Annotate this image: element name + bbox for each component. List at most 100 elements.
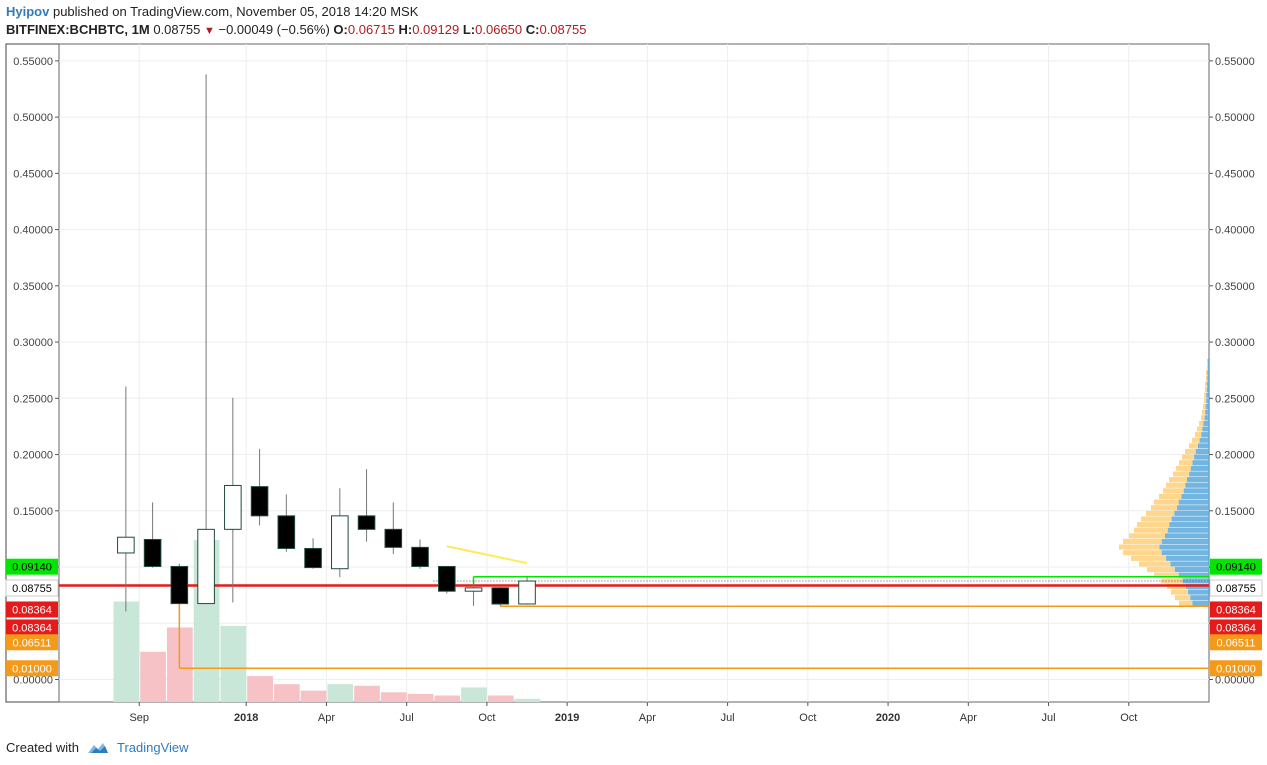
candle-body	[411, 546, 429, 567]
volume-profile-up	[1185, 448, 1196, 455]
publish-line: Hyipov published on TradingView.com, Nov…	[6, 4, 418, 19]
volume-profile-up	[1205, 381, 1207, 387]
volume-profile-down	[1167, 527, 1209, 533]
badge-text: 0.01000	[1216, 663, 1256, 675]
volume-profile-up	[1182, 454, 1195, 460]
high-label: H:	[398, 22, 413, 37]
volume-profile-up	[1171, 589, 1189, 595]
volume-profile-down	[1198, 443, 1209, 449]
open-label: O:	[333, 22, 348, 37]
y-tick-label-right: 0.25000	[1215, 393, 1255, 405]
volume-profile-down	[1159, 544, 1209, 550]
price-badge-left: 0.06511	[6, 634, 58, 651]
price-badge-right: 0.01000	[1210, 660, 1262, 677]
volume-profile-up	[1192, 437, 1200, 443]
y-tick-label-left: 0.00000	[13, 675, 53, 687]
volume-profile-down	[1181, 493, 1209, 500]
volume-profile-down	[1178, 572, 1209, 578]
candle-body	[143, 538, 162, 567]
trendline	[446, 545, 528, 565]
volume-bar	[461, 687, 487, 702]
volume-profile-down	[1190, 595, 1209, 601]
badge-bg	[1210, 634, 1262, 651]
y-tick-label-right: 0.45000	[1215, 168, 1255, 180]
badge-text: 0.08755	[1216, 583, 1256, 595]
volume-profile-down	[1195, 448, 1209, 455]
badge-bg	[6, 634, 58, 651]
volume-bar	[354, 685, 380, 702]
volume-profile-down	[1161, 538, 1209, 545]
candle-body	[357, 515, 376, 530]
price-badge-right: 0.08364	[1210, 601, 1262, 618]
candle-body	[250, 486, 269, 517]
badge-bg	[6, 660, 58, 677]
volume-profile-down	[1161, 550, 1209, 556]
y-tick-label-left: 0.50000	[13, 112, 53, 124]
published-text: published on TradingView.com, November 0…	[52, 4, 419, 19]
volume-profile-up	[1179, 460, 1193, 466]
volume-profile-up	[1199, 420, 1204, 426]
volume-profile-up	[1146, 510, 1175, 516]
y-tick-label-left: 0.45000	[13, 168, 53, 180]
volume-profile-down	[1166, 555, 1209, 561]
badge-bg	[1210, 558, 1262, 575]
candle-body	[117, 536, 135, 554]
x-tick-label: Jul	[400, 712, 414, 724]
volume-profile-up	[1176, 465, 1191, 471]
volume-profile-up	[1206, 370, 1208, 376]
volume-profile-down	[1183, 488, 1209, 494]
x-tick-label: Jul	[721, 712, 735, 724]
tradingview-brand[interactable]: TradingView	[116, 740, 189, 755]
open-value: 0.06715	[347, 22, 395, 37]
volume-profile-down	[1185, 482, 1209, 488]
badge-bg	[1210, 660, 1262, 677]
volume-profile-up	[1195, 432, 1202, 438]
volume-profile-up	[1202, 409, 1206, 415]
volume-profile-up	[1203, 403, 1206, 410]
volume-profile-up	[1207, 358, 1208, 365]
volume-profile-down	[1201, 432, 1209, 438]
volume-profile-up	[1204, 398, 1207, 404]
price-badge-right: 0.08364	[1210, 619, 1262, 636]
volume-profile-down	[1171, 516, 1209, 522]
volume-bar	[300, 690, 327, 702]
badge-bg	[5, 579, 59, 597]
badge-bg	[1210, 619, 1262, 636]
candle-body	[331, 515, 349, 570]
volume-bar	[487, 695, 514, 702]
close-label: C:	[525, 22, 540, 37]
badge-text: 0.09140	[1216, 562, 1256, 574]
x-tick-label: 2018	[234, 712, 258, 724]
low-label: L:	[462, 22, 476, 37]
price-badge-right: 0.09140	[1210, 558, 1262, 575]
volume-profile-up	[1201, 415, 1205, 421]
change-value: −0.00049 (−0.56%)	[218, 22, 330, 37]
volume-profile-down	[1206, 387, 1209, 393]
x-tick-label: 2019	[555, 712, 579, 724]
candle-body	[224, 484, 242, 530]
volume-profile-down	[1178, 499, 1209, 505]
author-name[interactable]: Hyipov	[6, 4, 50, 19]
volume-bar	[247, 676, 273, 702]
volume-bar	[327, 684, 354, 702]
badge-text: 0.08755	[12, 583, 52, 595]
high-value: 0.09129	[412, 22, 460, 37]
volume-profile-up	[1123, 538, 1162, 545]
volume-profile-down	[1202, 426, 1209, 432]
y-tick-label-right: 0.40000	[1215, 225, 1255, 237]
volume-profile-up	[1169, 477, 1187, 483]
price-badge-right: 0.06511	[1210, 634, 1262, 651]
y-tick-label-right: 0.35000	[1215, 281, 1255, 293]
volume-profile-down	[1203, 420, 1209, 426]
volume-profile-down	[1207, 358, 1209, 365]
y-tick-label-left: 0.30000	[13, 337, 53, 349]
candle-body	[304, 547, 322, 569]
volume-profile-up	[1123, 550, 1162, 556]
badge-text: 0.06511	[13, 637, 52, 649]
badge-text: 0.06511	[1217, 637, 1256, 649]
x-tick-label: Oct	[478, 712, 495, 724]
price-badge-left: 0.08364	[6, 619, 58, 636]
volume-profile-down	[1192, 460, 1209, 466]
x-tick-label: Apr	[960, 712, 977, 724]
